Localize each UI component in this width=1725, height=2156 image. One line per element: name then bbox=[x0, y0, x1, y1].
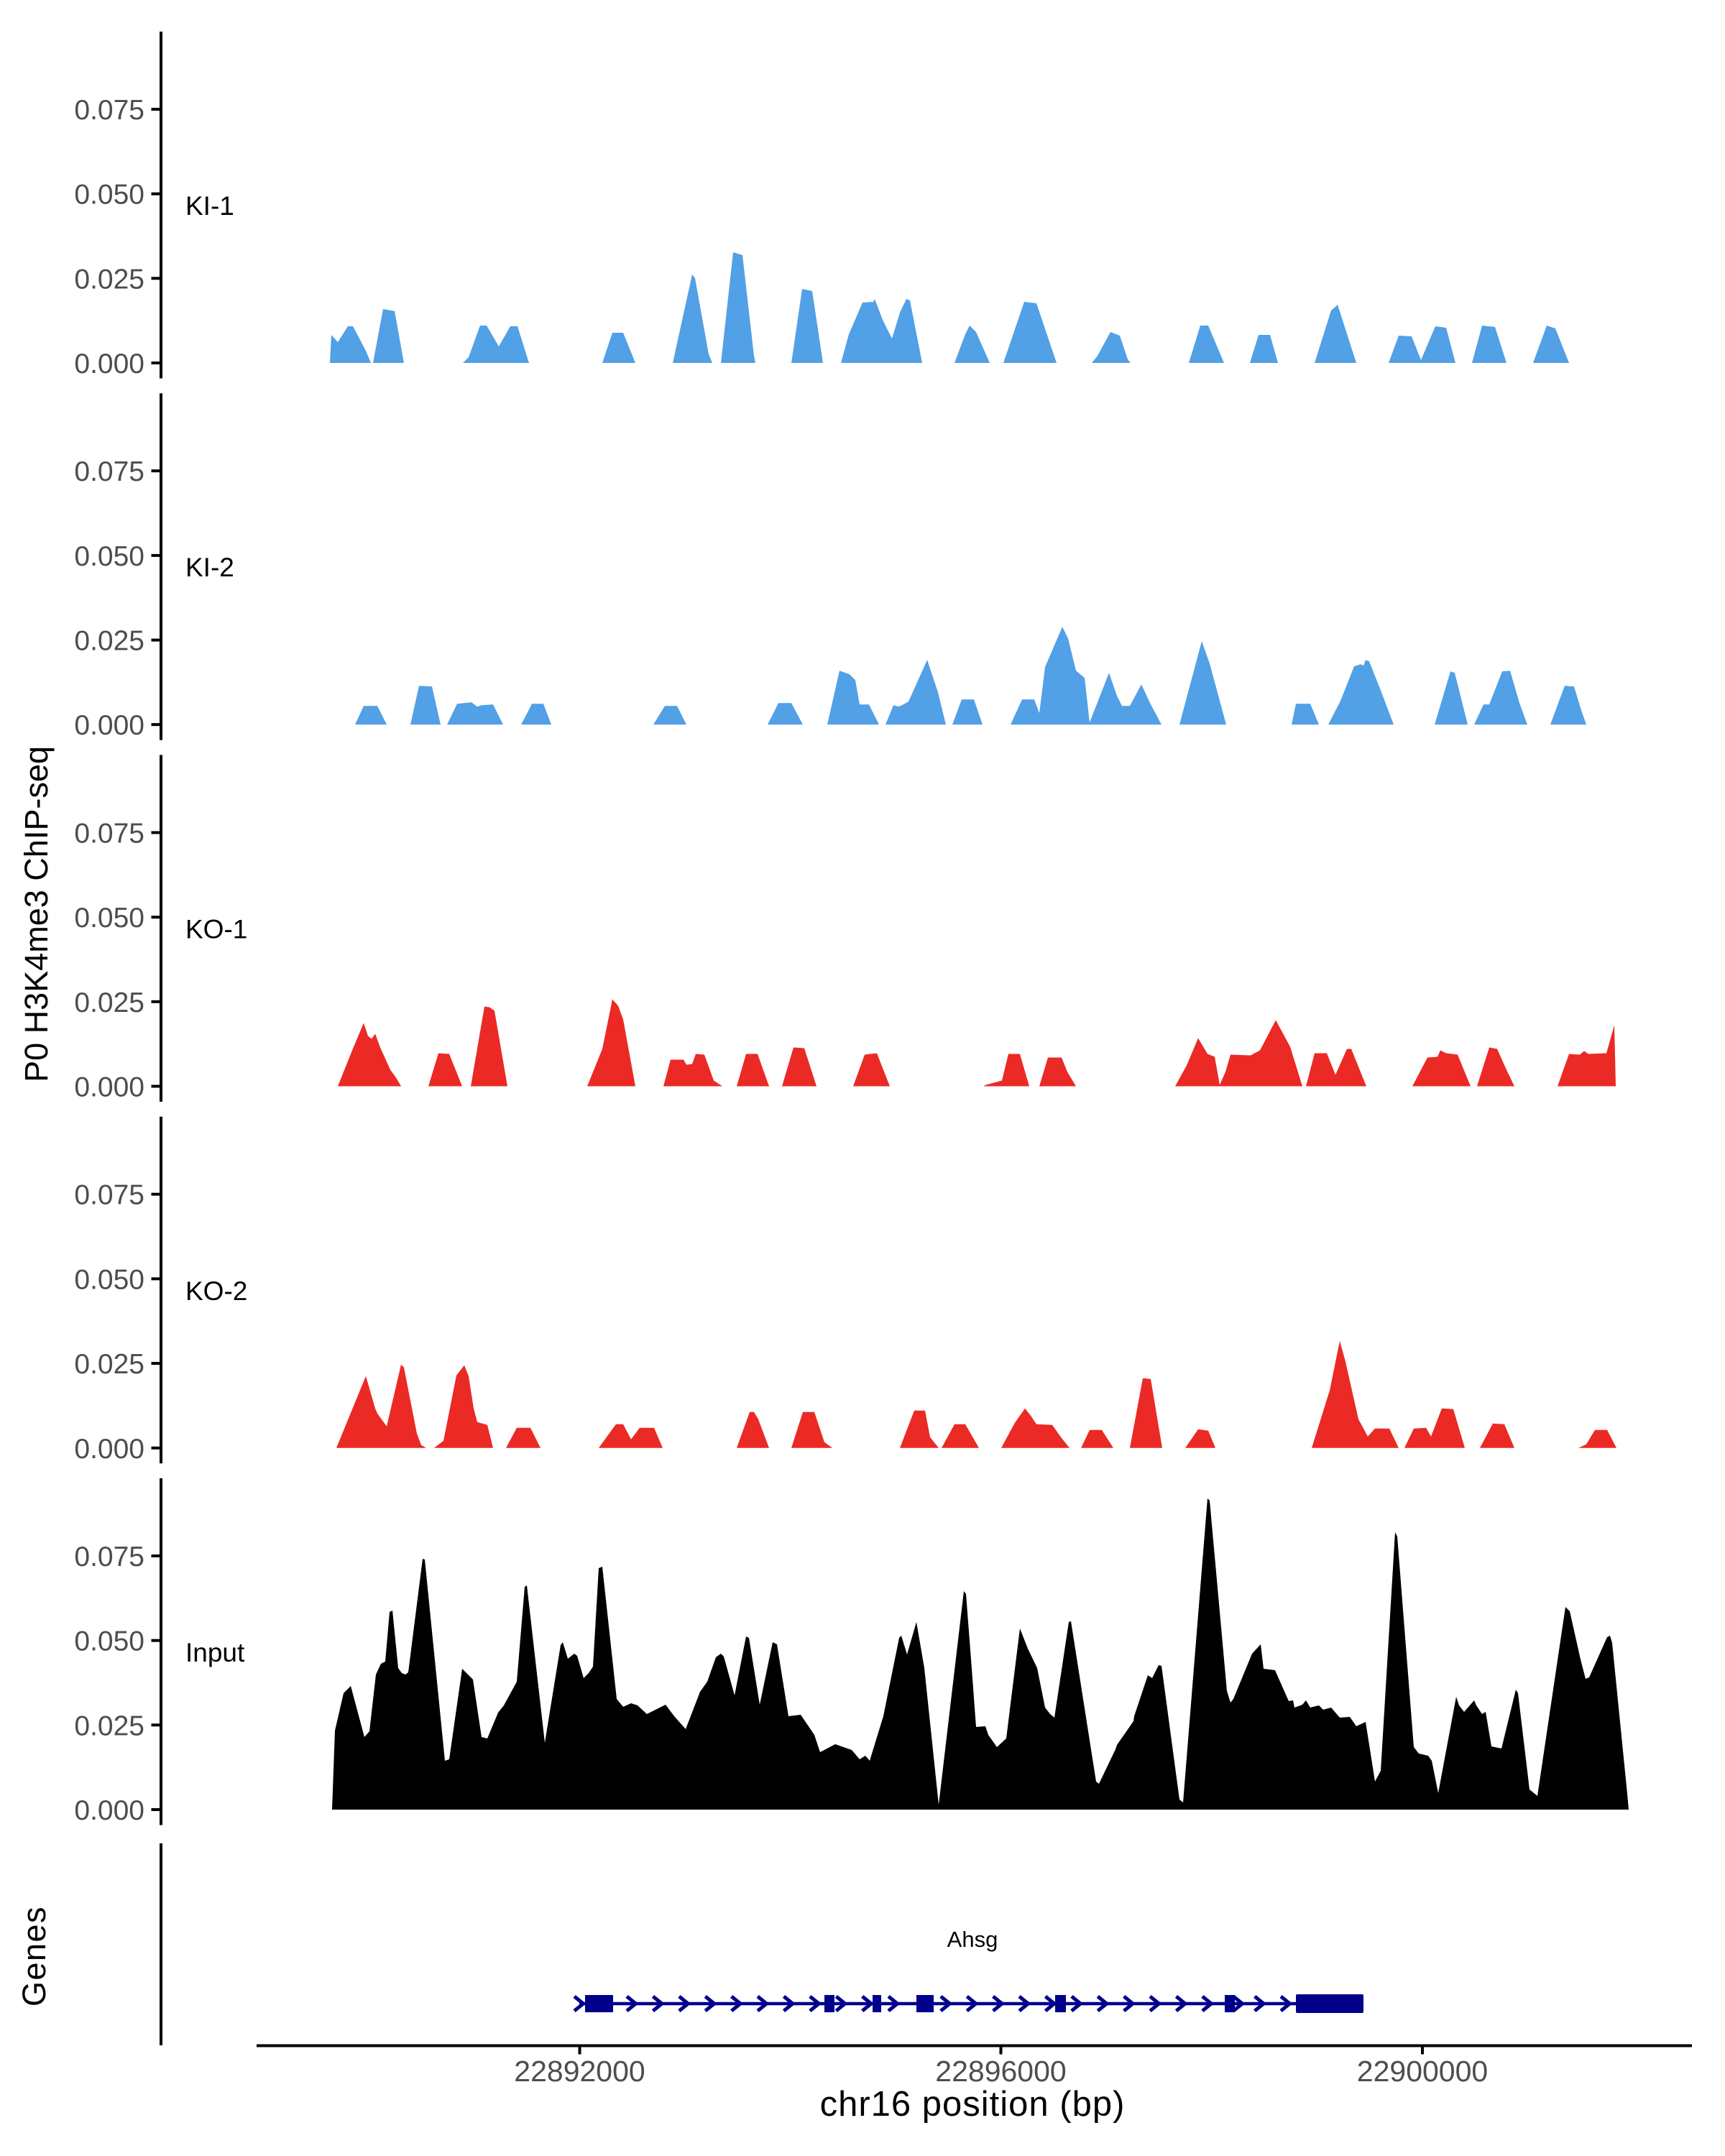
svg-text:0.075: 0.075 bbox=[74, 95, 144, 126]
svg-text:0.025: 0.025 bbox=[74, 987, 144, 1018]
svg-text:0.075: 0.075 bbox=[74, 1542, 144, 1572]
svg-text:Genes: Genes bbox=[16, 1906, 52, 2007]
svg-text:P0 H3K4me3 ChIP-seq: P0 H3K4me3 ChIP-seq bbox=[18, 746, 55, 1082]
svg-text:0.050: 0.050 bbox=[74, 903, 144, 934]
svg-text:22896000: 22896000 bbox=[935, 2055, 1066, 2088]
svg-text:KI-1: KI-1 bbox=[185, 191, 234, 221]
svg-text:22892000: 22892000 bbox=[514, 2055, 645, 2088]
svg-text:0.025: 0.025 bbox=[74, 1349, 144, 1380]
svg-text:0.000: 0.000 bbox=[74, 1434, 144, 1465]
svg-text:0.050: 0.050 bbox=[74, 1264, 144, 1295]
svg-text:0.050: 0.050 bbox=[74, 541, 144, 572]
svg-text:0.000: 0.000 bbox=[74, 710, 144, 741]
svg-text:0.075: 0.075 bbox=[74, 1180, 144, 1211]
svg-text:0.000: 0.000 bbox=[74, 349, 144, 379]
svg-text:0.050: 0.050 bbox=[74, 180, 144, 211]
svg-text:0.025: 0.025 bbox=[74, 264, 144, 295]
svg-text:0.000: 0.000 bbox=[74, 1795, 144, 1826]
svg-text:0.000: 0.000 bbox=[74, 1072, 144, 1103]
svg-text:Ahsg: Ahsg bbox=[947, 1927, 998, 1952]
svg-text:KO-2: KO-2 bbox=[185, 1276, 247, 1306]
svg-text:0.025: 0.025 bbox=[74, 626, 144, 657]
svg-text:0.050: 0.050 bbox=[74, 1626, 144, 1657]
svg-text:0.025: 0.025 bbox=[74, 1710, 144, 1741]
svg-text:0.075: 0.075 bbox=[74, 456, 144, 487]
svg-text:0.075: 0.075 bbox=[74, 819, 144, 849]
svg-text:KI-2: KI-2 bbox=[185, 553, 234, 582]
svg-text:chr16 position (bp): chr16 position (bp) bbox=[820, 2085, 1126, 2124]
svg-text:Input: Input bbox=[185, 1638, 245, 1667]
svg-text:22900000: 22900000 bbox=[1357, 2055, 1488, 2088]
svg-text:KO-1: KO-1 bbox=[185, 915, 247, 944]
